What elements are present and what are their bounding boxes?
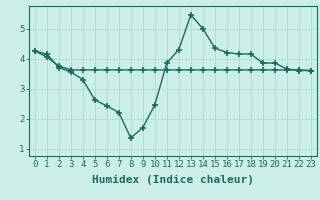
X-axis label: Humidex (Indice chaleur): Humidex (Indice chaleur) <box>92 175 254 185</box>
